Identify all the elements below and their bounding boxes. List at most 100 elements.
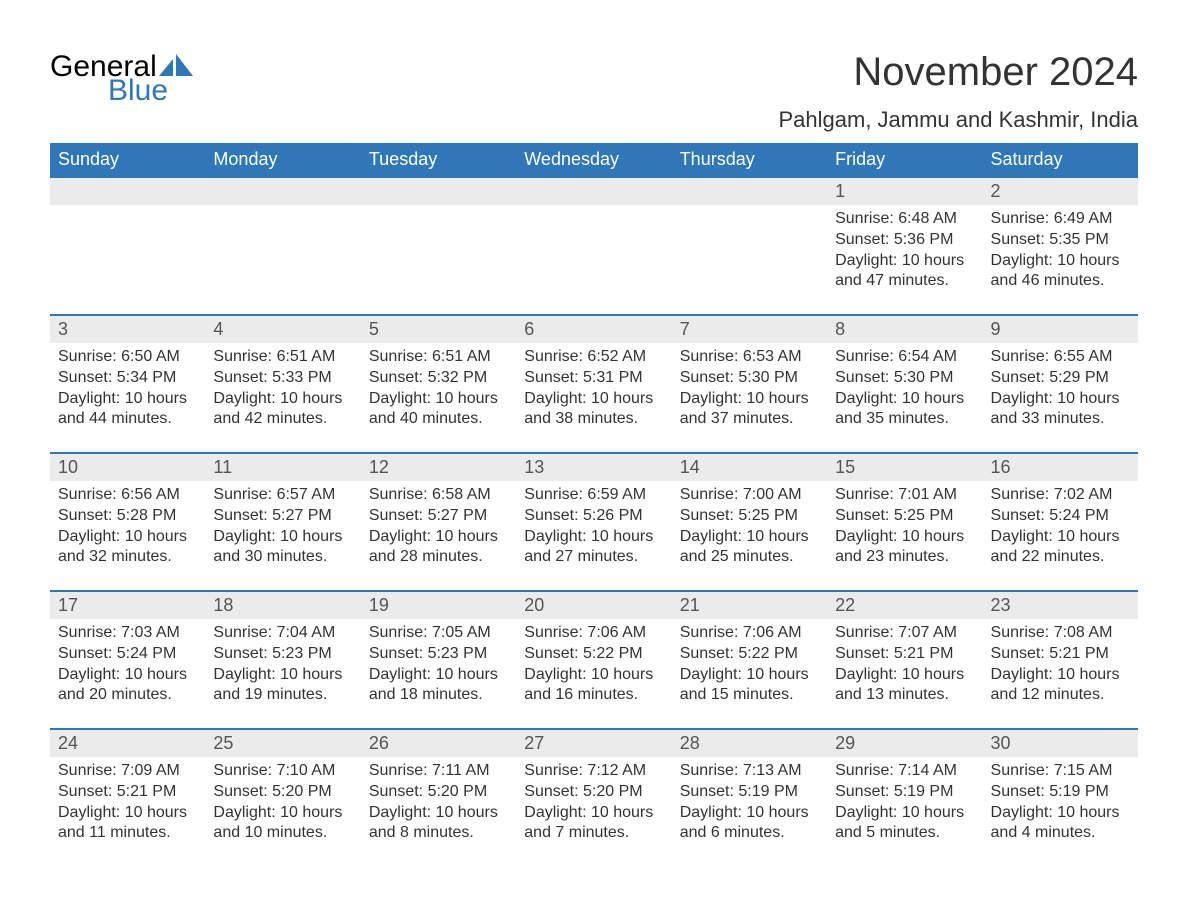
day-number-empty	[361, 178, 516, 205]
sunset-value: 5:20 PM	[272, 783, 332, 800]
sunset-value: 5:19 PM	[894, 783, 954, 800]
daylight-label: Daylight:	[680, 666, 742, 683]
sunset-label: Sunset:	[680, 369, 734, 386]
sunset-value: 5:22 PM	[738, 645, 798, 662]
day-number: 23	[983, 592, 1138, 619]
daylight-line: Daylight: 10 hours and 10 minutes.	[213, 803, 352, 845]
daylight-line: Daylight: 10 hours and 35 minutes.	[835, 389, 974, 431]
daylight-line: Daylight: 10 hours and 16 minutes.	[524, 665, 663, 707]
sunrise-label: Sunrise:	[58, 486, 117, 503]
calendar-day-cell: 5Sunrise: 6:51 AMSunset: 5:32 PMDaylight…	[361, 315, 516, 453]
sunrise-line: Sunrise: 7:14 AM	[835, 761, 974, 782]
daylight-line: Daylight: 10 hours and 8 minutes.	[369, 803, 508, 845]
day-details: Sunrise: 7:01 AMSunset: 5:25 PMDaylight:…	[827, 481, 982, 576]
calendar-week-row: 24Sunrise: 7:09 AMSunset: 5:21 PMDayligh…	[50, 729, 1138, 867]
sunset-value: 5:25 PM	[894, 507, 954, 524]
daylight-line: Daylight: 10 hours and 38 minutes.	[524, 389, 663, 431]
calendar-day-cell: 15Sunrise: 7:01 AMSunset: 5:25 PMDayligh…	[827, 453, 982, 591]
day-details: Sunrise: 6:52 AMSunset: 5:31 PMDaylight:…	[516, 343, 671, 438]
calendar-week-row: 3Sunrise: 6:50 AMSunset: 5:34 PMDaylight…	[50, 315, 1138, 453]
sunrise-value: 6:50 AM	[121, 348, 180, 365]
sunrise-value: 7:06 AM	[587, 624, 646, 641]
calendar-day-cell: 24Sunrise: 7:09 AMSunset: 5:21 PMDayligh…	[50, 729, 205, 867]
day-number-empty	[672, 178, 827, 205]
calendar-day-cell: 9Sunrise: 6:55 AMSunset: 5:29 PMDaylight…	[983, 315, 1138, 453]
day-number: 20	[516, 592, 671, 619]
sunrise-line: Sunrise: 7:11 AM	[369, 761, 508, 782]
sunrise-line: Sunrise: 7:12 AM	[524, 761, 663, 782]
sunset-value: 5:25 PM	[738, 507, 798, 524]
daylight-label: Daylight:	[213, 666, 275, 683]
daylight-line: Daylight: 10 hours and 18 minutes.	[369, 665, 508, 707]
day-details: Sunrise: 6:49 AMSunset: 5:35 PMDaylight:…	[983, 205, 1138, 300]
calendar-day-cell: 26Sunrise: 7:11 AMSunset: 5:20 PMDayligh…	[361, 729, 516, 867]
sunset-line: Sunset: 5:28 PM	[58, 506, 197, 527]
day-number: 2	[983, 178, 1138, 205]
calendar-day-cell: 27Sunrise: 7:12 AMSunset: 5:20 PMDayligh…	[516, 729, 671, 867]
day-number: 13	[516, 454, 671, 481]
sunset-line: Sunset: 5:30 PM	[835, 368, 974, 389]
day-details: Sunrise: 7:07 AMSunset: 5:21 PMDaylight:…	[827, 619, 982, 714]
daylight-line: Daylight: 10 hours and 13 minutes.	[835, 665, 974, 707]
sunrise-label: Sunrise:	[369, 624, 428, 641]
calendar-day-cell: 21Sunrise: 7:06 AMSunset: 5:22 PMDayligh…	[672, 591, 827, 729]
daylight-label: Daylight:	[58, 528, 120, 545]
day-details: Sunrise: 6:55 AMSunset: 5:29 PMDaylight:…	[983, 343, 1138, 438]
calendar-day-cell: 11Sunrise: 6:57 AMSunset: 5:27 PMDayligh…	[205, 453, 360, 591]
daylight-line: Daylight: 10 hours and 25 minutes.	[680, 527, 819, 569]
sunrise-line: Sunrise: 7:00 AM	[680, 485, 819, 506]
sunrise-value: 6:51 AM	[432, 348, 491, 365]
daylight-line: Daylight: 10 hours and 28 minutes.	[369, 527, 508, 569]
sunrise-label: Sunrise:	[991, 210, 1050, 227]
sunrise-label: Sunrise:	[58, 348, 117, 365]
day-number: 11	[205, 454, 360, 481]
sunset-line: Sunset: 5:25 PM	[835, 506, 974, 527]
sunset-value: 5:20 PM	[583, 783, 643, 800]
calendar-day-cell: 23Sunrise: 7:08 AMSunset: 5:21 PMDayligh…	[983, 591, 1138, 729]
sunset-line: Sunset: 5:29 PM	[991, 368, 1130, 389]
sunrise-value: 6:48 AM	[898, 210, 957, 227]
day-header: Friday	[827, 143, 982, 177]
day-number: 15	[827, 454, 982, 481]
day-details: Sunrise: 7:15 AMSunset: 5:19 PMDaylight:…	[983, 757, 1138, 852]
day-details: Sunrise: 6:59 AMSunset: 5:26 PMDaylight:…	[516, 481, 671, 576]
calendar-day-cell: 30Sunrise: 7:15 AMSunset: 5:19 PMDayligh…	[983, 729, 1138, 867]
sunset-label: Sunset:	[213, 645, 267, 662]
daylight-label: Daylight:	[680, 390, 742, 407]
daylight-label: Daylight:	[213, 804, 275, 821]
calendar-header-row: SundayMondayTuesdayWednesdayThursdayFrid…	[50, 143, 1138, 177]
day-number: 5	[361, 316, 516, 343]
sunset-value: 5:33 PM	[272, 369, 332, 386]
calendar-day-cell: 6Sunrise: 6:52 AMSunset: 5:31 PMDaylight…	[516, 315, 671, 453]
calendar-day-cell: 18Sunrise: 7:04 AMSunset: 5:23 PMDayligh…	[205, 591, 360, 729]
sunrise-value: 6:49 AM	[1054, 210, 1113, 227]
sunrise-label: Sunrise:	[835, 348, 894, 365]
sunset-label: Sunset:	[991, 369, 1045, 386]
sunset-value: 5:26 PM	[583, 507, 643, 524]
sunset-label: Sunset:	[58, 783, 112, 800]
sunrise-line: Sunrise: 6:51 AM	[213, 347, 352, 368]
sunrise-line: Sunrise: 6:55 AM	[991, 347, 1130, 368]
day-number: 6	[516, 316, 671, 343]
month-title: November 2024	[778, 50, 1138, 95]
day-header: Saturday	[983, 143, 1138, 177]
sunset-label: Sunset:	[835, 645, 889, 662]
day-number: 26	[361, 730, 516, 757]
sunrise-label: Sunrise:	[991, 486, 1050, 503]
day-details: Sunrise: 6:53 AMSunset: 5:30 PMDaylight:…	[672, 343, 827, 438]
day-details: Sunrise: 7:14 AMSunset: 5:19 PMDaylight:…	[827, 757, 982, 852]
sunrise-label: Sunrise:	[991, 348, 1050, 365]
calendar-day-cell: 1Sunrise: 6:48 AMSunset: 5:36 PMDaylight…	[827, 177, 982, 315]
sunrise-label: Sunrise:	[991, 624, 1050, 641]
sunrise-value: 7:00 AM	[743, 486, 802, 503]
daylight-label: Daylight:	[369, 528, 431, 545]
day-number: 9	[983, 316, 1138, 343]
sunset-value: 5:30 PM	[738, 369, 798, 386]
calendar-table: SundayMondayTuesdayWednesdayThursdayFrid…	[50, 143, 1138, 867]
sunrise-label: Sunrise:	[835, 624, 894, 641]
sunset-value: 5:35 PM	[1049, 231, 1109, 248]
sunset-label: Sunset:	[835, 231, 889, 248]
daylight-line: Daylight: 10 hours and 15 minutes.	[680, 665, 819, 707]
sunset-value: 5:24 PM	[117, 645, 177, 662]
calendar-day-cell	[205, 177, 360, 315]
